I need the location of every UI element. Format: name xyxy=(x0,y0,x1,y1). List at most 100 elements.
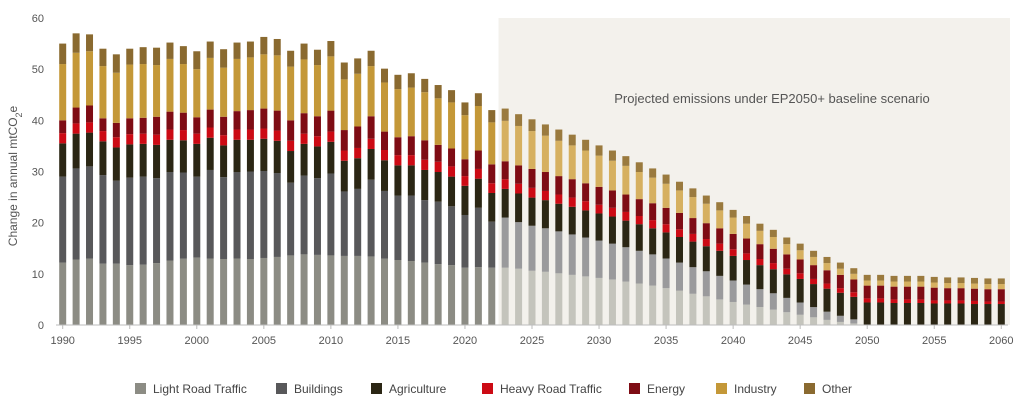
bar-segment xyxy=(689,188,697,198)
bar-segment xyxy=(434,98,442,145)
bar-segment xyxy=(381,160,389,191)
bar-segment xyxy=(769,236,777,249)
bar-segment xyxy=(461,267,469,325)
bar-segment xyxy=(796,302,804,315)
bar-segment xyxy=(823,311,831,320)
bar-segment xyxy=(86,34,94,52)
bar-segment xyxy=(287,66,295,121)
bar-segment xyxy=(528,168,536,188)
bar-segment xyxy=(461,185,469,215)
bar-segment xyxy=(555,129,563,141)
bar-segment xyxy=(622,220,630,248)
bar-segment xyxy=(501,188,509,218)
legend-label: Heavy Road Traffic xyxy=(500,382,602,396)
bar-segment xyxy=(193,143,201,177)
bar-segment xyxy=(206,127,214,138)
bar-segment xyxy=(756,259,764,266)
bar-segment xyxy=(635,250,643,284)
bar-segment xyxy=(86,258,94,325)
bar-segment xyxy=(354,147,362,159)
bar-segment xyxy=(957,288,965,301)
bar-segment xyxy=(662,207,670,225)
bar-segment xyxy=(474,168,482,179)
bar-segment xyxy=(716,228,724,244)
bar-segment xyxy=(675,236,683,263)
legend-swatch xyxy=(371,383,382,394)
bar-segment xyxy=(555,176,563,195)
bar-segment xyxy=(716,202,724,211)
bar-segment xyxy=(877,280,885,286)
y-axis-label: Change in annual mtCO2e xyxy=(6,105,24,246)
bar-segment xyxy=(220,49,228,68)
bar-segment xyxy=(488,192,496,222)
bar-segment xyxy=(233,58,241,112)
bar-segment xyxy=(850,319,858,324)
bar-segment xyxy=(448,102,456,149)
bar-segment xyxy=(260,36,268,55)
bar-segment xyxy=(220,177,228,259)
bar-segment xyxy=(957,283,965,289)
bar-segment xyxy=(206,169,214,259)
bar-segment xyxy=(166,42,174,59)
bar-segment xyxy=(434,144,442,162)
bar-segment xyxy=(877,302,885,325)
bar-segment xyxy=(944,288,952,301)
bar-segment xyxy=(260,108,268,129)
bar-segment xyxy=(501,161,509,180)
bar-segment xyxy=(582,183,590,202)
bar-segment xyxy=(729,249,737,256)
bar-segment xyxy=(515,183,523,194)
bar-segment xyxy=(515,125,523,166)
bar-segment xyxy=(501,217,509,268)
legend-swatch xyxy=(135,383,146,394)
bar-segment xyxy=(72,133,80,169)
bar-segment xyxy=(86,51,94,106)
bar-segment xyxy=(863,285,871,299)
bar-segment xyxy=(863,298,871,303)
bar-segment xyxy=(689,218,697,234)
bar-segment xyxy=(99,141,107,176)
bar-segment xyxy=(179,140,187,173)
bar-segment xyxy=(340,191,348,256)
bar-segment xyxy=(970,300,978,305)
bar-segment xyxy=(126,144,134,178)
bar-segment xyxy=(488,164,496,184)
bar-segment xyxy=(461,214,469,268)
bar-segment xyxy=(836,321,844,325)
bar-segment xyxy=(233,172,241,259)
bar-segment xyxy=(166,129,174,140)
bar-segment xyxy=(769,248,777,264)
bar-segment xyxy=(944,303,952,325)
bar-segment xyxy=(689,293,697,325)
bar-segment xyxy=(716,210,724,229)
bar-segment xyxy=(769,229,777,237)
bar-segment xyxy=(568,145,576,180)
bar-segment xyxy=(729,301,737,325)
bar-segment xyxy=(340,79,348,131)
bar-segment xyxy=(354,58,362,74)
bar-segment xyxy=(126,118,134,135)
bar-segment xyxy=(407,87,415,137)
x-tick-label: 2060 xyxy=(989,335,1013,347)
bar-segment xyxy=(206,109,214,128)
bar-segment xyxy=(394,137,402,156)
bar-segment xyxy=(595,204,603,214)
bar-segment xyxy=(582,237,590,277)
bar-segment xyxy=(756,307,764,325)
bar-segment xyxy=(635,216,643,225)
bar-segment xyxy=(112,54,120,73)
bar-segment xyxy=(729,280,737,302)
bar-segment xyxy=(863,280,871,286)
bar-segment xyxy=(139,264,147,325)
bar-segment xyxy=(582,201,590,211)
bar-segment xyxy=(112,180,120,264)
bar-segment xyxy=(313,65,321,117)
bar-segment xyxy=(796,250,804,260)
bar-segment xyxy=(541,135,549,173)
bar-segment xyxy=(273,130,281,141)
bar-segment xyxy=(501,179,509,189)
bar-segment xyxy=(944,300,952,304)
bar-segment xyxy=(112,263,120,325)
bar-segment xyxy=(515,268,523,325)
bar-segment xyxy=(139,64,147,118)
